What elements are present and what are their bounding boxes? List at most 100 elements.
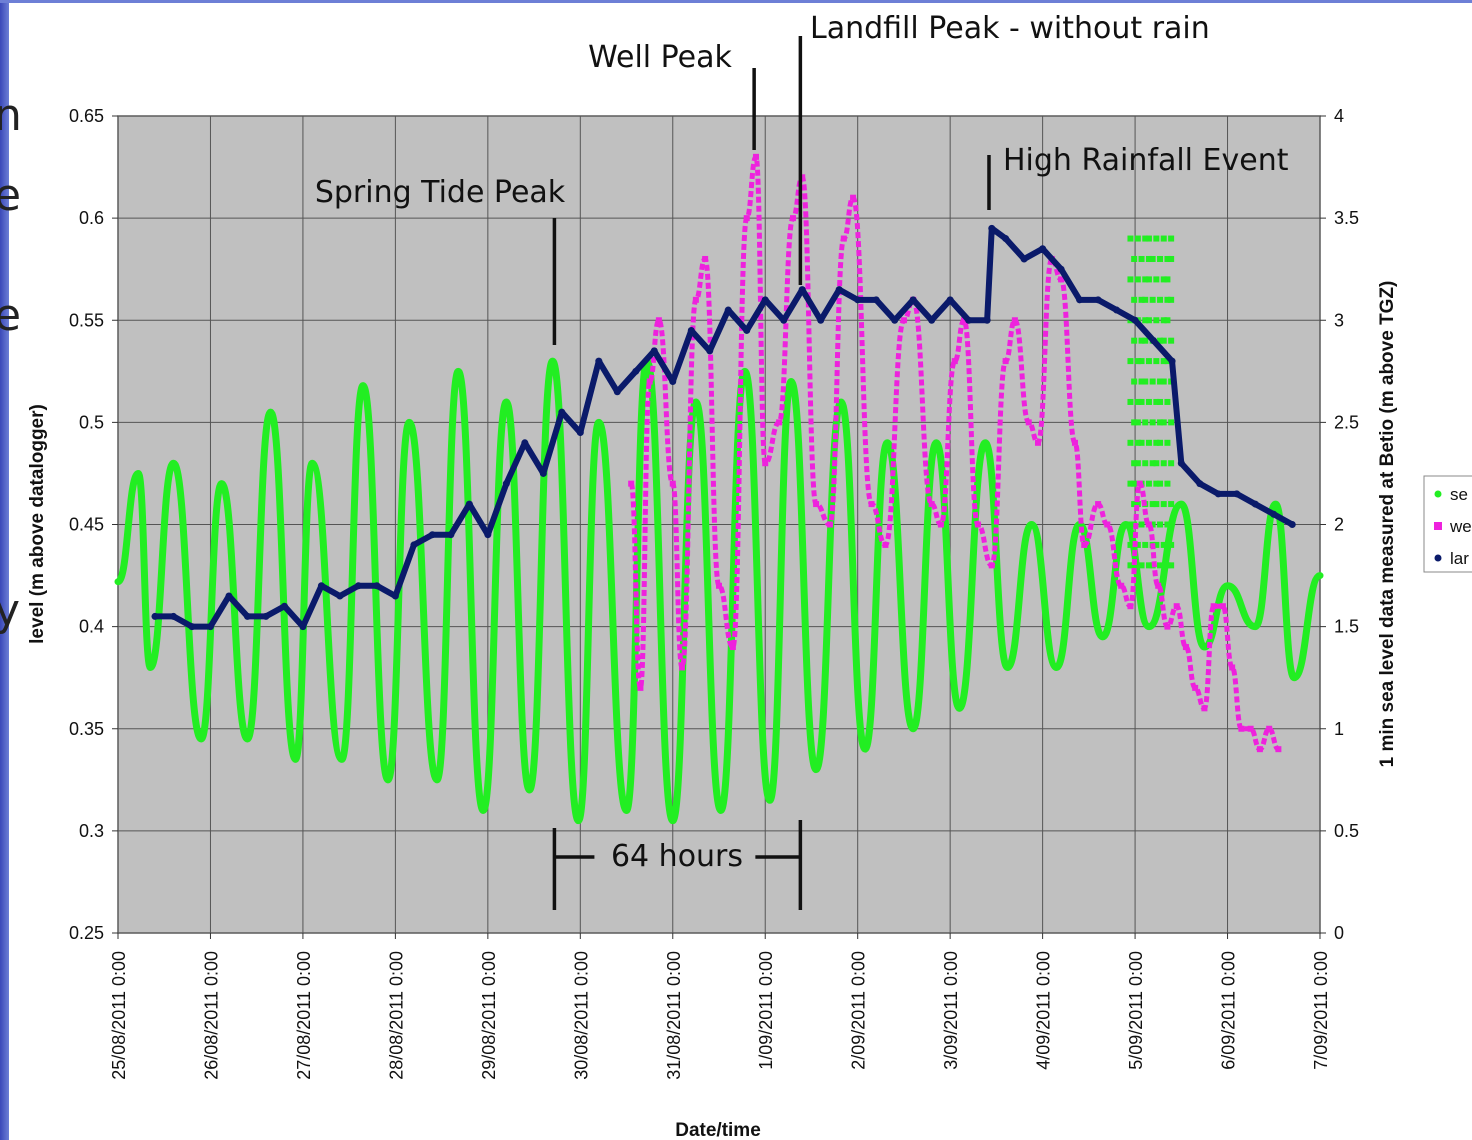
series-se-point bbox=[1160, 419, 1167, 426]
series-we-point bbox=[840, 235, 847, 242]
series-lar-point bbox=[613, 388, 621, 396]
y2-tick-label: 0.5 bbox=[1334, 821, 1359, 841]
series-se-point bbox=[1142, 235, 1149, 242]
series-se-point bbox=[1164, 317, 1171, 324]
series-se-point bbox=[1134, 419, 1141, 426]
series-se-point bbox=[1164, 276, 1171, 283]
series-we-point bbox=[1127, 603, 1134, 610]
x-tick-label: 26/08/2011 0:00 bbox=[201, 951, 221, 1080]
series-lar-point bbox=[484, 531, 492, 539]
series-se-point bbox=[1149, 255, 1156, 262]
series-lar-point bbox=[872, 296, 880, 304]
series-lar-point bbox=[743, 326, 751, 334]
y2-tick-label: 4 bbox=[1334, 106, 1344, 126]
x-tick-label: 30/08/2011 0:00 bbox=[571, 951, 591, 1080]
series-se-point bbox=[1127, 439, 1134, 446]
series-se-point bbox=[1145, 255, 1152, 262]
legend-marker bbox=[1434, 490, 1442, 498]
series-se-point bbox=[1138, 378, 1145, 385]
y2-axis-title: 1 min sea level data measured at Betio (… bbox=[1377, 281, 1398, 768]
series-se-point bbox=[1153, 398, 1160, 405]
series-lar-point bbox=[595, 357, 603, 365]
x-tick-label: 7/09/2011 0:00 bbox=[1311, 951, 1331, 1070]
series-se-point bbox=[1131, 296, 1138, 303]
series-se-point bbox=[1160, 337, 1167, 344]
series-se-point bbox=[1168, 337, 1175, 344]
series-lar-point bbox=[1002, 235, 1010, 243]
series-se-point bbox=[1164, 398, 1171, 405]
series-se-point bbox=[1153, 439, 1160, 446]
x-tick-label: 4/09/2011 0:00 bbox=[1034, 951, 1054, 1070]
series-we-point bbox=[716, 582, 722, 589]
series-lar-point bbox=[632, 367, 640, 375]
series-se-point bbox=[1145, 439, 1152, 446]
series-lar-point bbox=[909, 296, 917, 304]
series-we-point bbox=[646, 378, 653, 385]
series-lar-point bbox=[1039, 245, 1047, 253]
series-se-point bbox=[1131, 419, 1138, 426]
series-se-point bbox=[1168, 501, 1175, 508]
series-we-point bbox=[1011, 317, 1018, 324]
y-tick-label: 0.45 bbox=[69, 515, 104, 535]
series-se-point bbox=[1157, 480, 1164, 487]
series-lar-point bbox=[262, 612, 270, 620]
series-se-point bbox=[1127, 562, 1134, 569]
x-tick-label: 27/08/2011 0:00 bbox=[294, 951, 314, 1080]
series-lar-point bbox=[576, 429, 584, 437]
y2-tick-label: 1 bbox=[1334, 719, 1344, 739]
series-we-point bbox=[776, 419, 783, 426]
series-we-point bbox=[1071, 439, 1078, 446]
series-se-point bbox=[1149, 521, 1156, 528]
series-se-point bbox=[1142, 460, 1149, 467]
series-lar-point bbox=[502, 480, 510, 488]
series-we-point bbox=[826, 521, 833, 528]
series-se-point bbox=[1153, 358, 1160, 365]
x-tick-label: 3/09/2011 0:00 bbox=[941, 951, 961, 1070]
series-se-point bbox=[1168, 460, 1175, 467]
series-we-point bbox=[1136, 480, 1143, 487]
y-axis: 0.25 0.3 0.35 0.4 0.45 0.5 0.55 0.6 0.65 bbox=[69, 106, 118, 943]
series-lar-point bbox=[687, 326, 695, 334]
series-se-point bbox=[1138, 398, 1145, 405]
series-we-point bbox=[882, 541, 889, 548]
series-we-point bbox=[1081, 541, 1088, 548]
series-lar-point bbox=[206, 623, 214, 631]
series-se-point bbox=[1157, 337, 1164, 344]
series-lar-point bbox=[965, 316, 973, 324]
series-lar-point bbox=[983, 316, 991, 324]
series-lar-point bbox=[539, 469, 547, 477]
x-axis-title: Date/time bbox=[675, 1120, 761, 1140]
series-se-point bbox=[1164, 358, 1171, 365]
y2-tick-label: 1.5 bbox=[1334, 617, 1359, 637]
series-we-point bbox=[900, 317, 907, 324]
series-we-point bbox=[1155, 582, 1162, 589]
series-lar-point bbox=[521, 439, 529, 447]
series-lar-point bbox=[336, 592, 344, 600]
series-lar-point bbox=[151, 612, 159, 620]
series-lar-point bbox=[169, 612, 177, 620]
series-we-point bbox=[692, 296, 699, 303]
slide-glyph: n bbox=[0, 90, 22, 141]
series-we-point bbox=[1145, 521, 1152, 528]
series-we-point bbox=[937, 521, 944, 528]
series-we-point bbox=[1058, 276, 1065, 283]
legend-label: we bbox=[1449, 517, 1472, 536]
series-se-point bbox=[1142, 419, 1149, 426]
series-se-point bbox=[1157, 562, 1164, 569]
series-se-point bbox=[1134, 235, 1141, 242]
series-lar-point bbox=[780, 316, 788, 324]
x-axis: 25/08/2011 0:00 26/08/2011 0:00 27/08/2011… bbox=[109, 933, 1331, 1080]
series-we-point bbox=[1118, 582, 1125, 589]
y-tick-label: 0.5 bbox=[79, 412, 104, 432]
series-se-point bbox=[1131, 501, 1138, 508]
series-se-point bbox=[1145, 235, 1152, 242]
series-se-point bbox=[1138, 439, 1145, 446]
series-se-point bbox=[1160, 501, 1167, 508]
series-lar-point bbox=[299, 623, 307, 631]
series-we-point bbox=[1002, 358, 1009, 365]
series-se-point bbox=[1160, 235, 1167, 242]
spring-tide-peak-label: Spring Tide Peak bbox=[315, 175, 566, 210]
series-we-point bbox=[813, 501, 820, 508]
series-lar-point bbox=[946, 296, 954, 304]
y2-axis: 0 0.5 1 1.5 2 2.5 3 3.5 4 bbox=[1320, 106, 1359, 943]
